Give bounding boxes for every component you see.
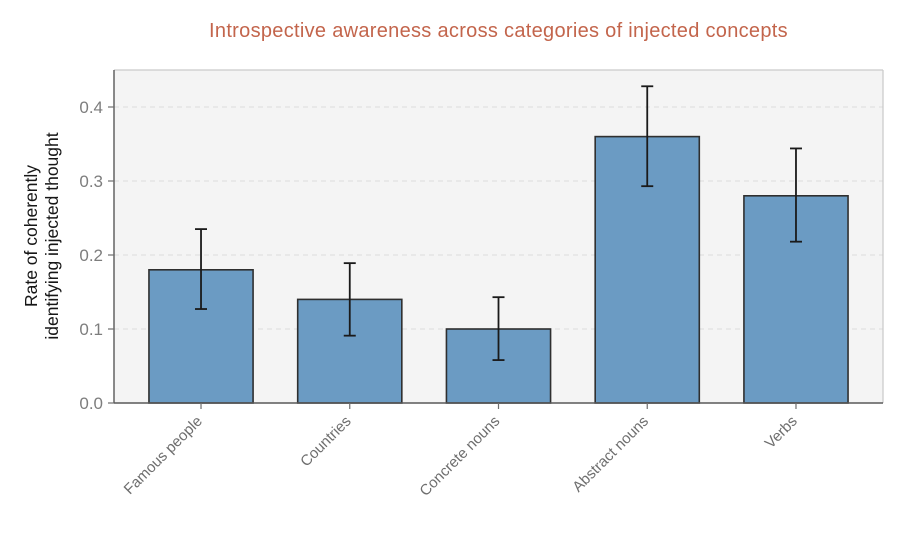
y-tick-label: 0.0 <box>79 394 103 413</box>
y-tick-label: 0.1 <box>79 320 103 339</box>
category-label: Abstract nouns <box>569 413 652 496</box>
y-axis-label: Rate of coherently identifying injected … <box>21 132 63 339</box>
chart-title: Introspective awareness across categorie… <box>209 20 788 42</box>
category-label: Verbs <box>762 413 801 452</box>
category-label: Famous people <box>121 413 206 498</box>
category-label: Concrete nouns <box>416 413 503 500</box>
y-tick-label: 0.3 <box>79 172 103 191</box>
y-axis-label-line1: Rate of coherently <box>21 164 41 308</box>
category-label: Countries <box>297 413 354 470</box>
y-axis-label-line2: identifying injected thought <box>42 132 62 340</box>
y-tick-label: 0.4 <box>79 98 103 117</box>
y-tick-label: 0.2 <box>79 246 103 265</box>
